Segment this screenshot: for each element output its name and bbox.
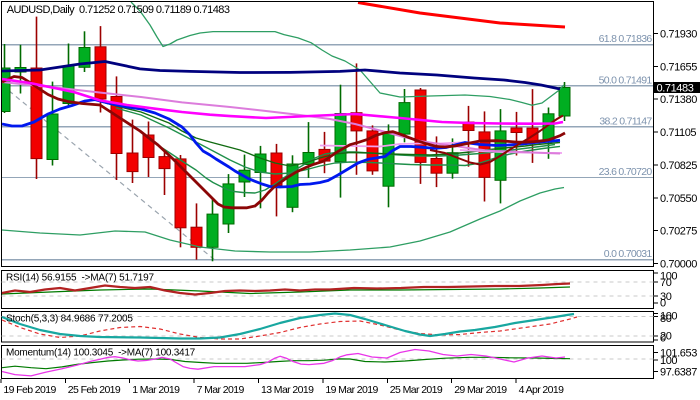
svg-text:80: 80 bbox=[660, 313, 672, 325]
svg-text:0.71655: 0.71655 bbox=[660, 61, 697, 73]
svg-text:100: 100 bbox=[660, 271, 677, 283]
svg-text:100: 100 bbox=[660, 355, 677, 367]
svg-text:97.6387: 97.6387 bbox=[660, 367, 697, 379]
svg-text:20: 20 bbox=[660, 331, 672, 343]
svg-text:1 Mar 2019: 1 Mar 2019 bbox=[132, 384, 180, 396]
svg-text:Stoch(5,3,3) 84.9686 77.2005: Stoch(5,3,3) 84.9686 77.2005 bbox=[6, 314, 133, 325]
svg-text:7 Mar 2019: 7 Mar 2019 bbox=[197, 384, 245, 396]
svg-text:0.0 0.70031: 0.0 0.70031 bbox=[604, 248, 653, 260]
svg-text:4 Apr 2019: 4 Apr 2019 bbox=[519, 384, 565, 396]
svg-text:50.0 0.71491: 50.0 0.71491 bbox=[599, 74, 653, 86]
svg-text:0.71483: 0.71483 bbox=[657, 83, 694, 95]
svg-text:0.71380: 0.71380 bbox=[660, 94, 697, 106]
svg-text:23.6 0.70720: 23.6 0.70720 bbox=[599, 166, 653, 178]
svg-text:13 Mar 2019: 13 Mar 2019 bbox=[261, 384, 314, 396]
svg-text:101.653: 101.653 bbox=[660, 348, 697, 360]
svg-text:0.71105: 0.71105 bbox=[660, 127, 696, 139]
svg-text:30: 30 bbox=[660, 291, 672, 303]
svg-text:0.70275: 0.70275 bbox=[660, 226, 697, 238]
svg-text:38.2 0.71147: 38.2 0.71147 bbox=[599, 115, 652, 127]
svg-text:25 Mar 2019: 25 Mar 2019 bbox=[390, 384, 443, 396]
svg-text:Momentum(14) 100.3045 ->MA(7): Momentum(14) 100.3045 ->MA(7) 100.3417 bbox=[6, 348, 196, 359]
svg-text:0.70825: 0.70825 bbox=[660, 160, 697, 172]
svg-text:61.8 0.71836: 61.8 0.71836 bbox=[599, 33, 653, 45]
svg-text:29 Mar 2019: 29 Mar 2019 bbox=[454, 384, 507, 396]
svg-text:0.70550: 0.70550 bbox=[660, 193, 697, 205]
svg-text:RSI(14) 56.9155 ->MA(7) 51.71: RSI(14) 56.9155 ->MA(7) 51.7197 bbox=[6, 273, 154, 284]
svg-text:AUDUSD,Daily 0.71252 0.71509: AUDUSD,Daily 0.71252 0.71509 0.71189 0.7… bbox=[7, 4, 230, 16]
svg-text:19 Mar 2019: 19 Mar 2019 bbox=[325, 384, 378, 396]
svg-text:0.71930: 0.71930 bbox=[660, 29, 697, 41]
svg-text:0: 0 bbox=[660, 298, 666, 310]
svg-text:19 Feb 2019: 19 Feb 2019 bbox=[3, 384, 56, 396]
svg-text:25 Feb 2019: 25 Feb 2019 bbox=[68, 384, 121, 396]
svg-text:0.70000: 0.70000 bbox=[660, 258, 697, 270]
svg-text:70: 70 bbox=[660, 277, 672, 289]
svg-text:0: 0 bbox=[660, 333, 666, 345]
svg-text:100: 100 bbox=[660, 311, 677, 323]
